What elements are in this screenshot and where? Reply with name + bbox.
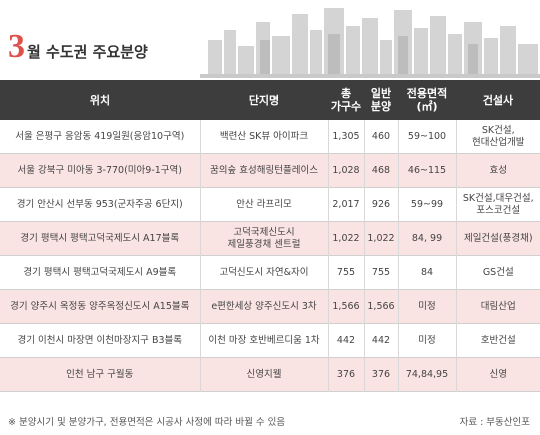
cell-general: 442 [364, 323, 399, 358]
table-row: 경기 안산시 선부동 953(군자주공 6단지) 안산 라프리모 2,017 9… [0, 187, 540, 222]
cell-builder: 호반건설 [456, 323, 540, 358]
cell-general: 376 [364, 357, 399, 392]
cell-builder: SK건설, 현대산업개발 [456, 120, 540, 154]
cell-builder: 제일건설(풍경채) [456, 221, 540, 256]
footnote: ※ 분양시기 및 분양가구, 전용면적은 시공사 사정에 따라 바뀔 수 있음 [8, 417, 286, 428]
cell-total: 2,017 [328, 187, 365, 222]
cell-total: 755 [328, 255, 365, 290]
cell-area: 74,84,95 [398, 357, 457, 392]
cell-complex: e편한세상 양주신도시 3차 [200, 289, 329, 324]
cell-general: 1,022 [364, 221, 399, 256]
cell-total: 376 [328, 357, 365, 392]
cell-area: 미정 [398, 323, 457, 358]
cell-total: 1,305 [328, 120, 365, 154]
cell-location: 서울 강북구 미아동 3-770(미아9-1구역) [0, 153, 201, 188]
cell-area: 84, 99 [398, 221, 457, 256]
table-row: 서울 은평구 응암동 419일원(응암10구역) 백련산 SK뷰 아이파크 1,… [0, 120, 540, 154]
cell-total: 442 [328, 323, 365, 358]
cell-location: 경기 양주시 옥정동 양주옥정신도시 A15블록 [0, 289, 201, 324]
cell-total: 1,028 [328, 153, 365, 188]
cell-location: 경기 평택시 평택고덕국제도시 A17블록 [0, 221, 201, 256]
cell-builder: GS건설 [456, 255, 540, 290]
header-total-units: 총 가구수 [328, 80, 364, 120]
cell-general: 1,566 [364, 289, 399, 324]
cell-area: 84 [398, 255, 457, 290]
cell-complex: 신영지웰 [200, 357, 329, 392]
cell-general: 755 [364, 255, 399, 290]
cell-builder: 신영 [456, 357, 540, 392]
cell-location: 인천 남구 구월동 [0, 357, 201, 392]
cell-general: 926 [364, 187, 399, 222]
title-banner: 3 월 수도권 주요분양 [0, 0, 540, 78]
cell-complex: 꿈의숲 효성해링턴플레이스 [200, 153, 329, 188]
cell-total: 1,022 [328, 221, 365, 256]
header-area: 전용면적 (㎡) [398, 80, 456, 120]
cell-location: 경기 안산시 선부동 953(군자주공 6단지) [0, 187, 201, 222]
header-builder: 건설사 [456, 80, 540, 120]
cell-builder: SK건설,대우건설, 포스코건설 [456, 187, 540, 222]
city-skyline-illustration [200, 8, 540, 78]
title-text: 월 수도권 주요분양 [27, 43, 148, 61]
cell-complex: 이천 마장 호반베르디움 1차 [200, 323, 329, 358]
page-title: 3 월 수도권 주요분양 [8, 30, 148, 64]
cell-location: 서울 은평구 응암동 419일원(응암10구역) [0, 120, 201, 154]
source-credit: 자료 : 부동산인포 [459, 417, 530, 428]
cell-complex: 고덕신도시 자연&자이 [200, 255, 329, 290]
header-general-sale: 일반 분양 [364, 80, 398, 120]
cell-builder: 대림산업 [456, 289, 540, 324]
cell-area: 59~100 [398, 120, 457, 154]
cell-location: 경기 평택시 평택고덕국제도시 A9블록 [0, 255, 201, 290]
header-location: 위치 [0, 80, 200, 120]
cell-area: 미정 [398, 289, 457, 324]
table-row: 서울 강북구 미아동 3-770(미아9-1구역) 꿈의숲 효성해링턴플레이스 … [0, 153, 540, 188]
cell-general: 460 [364, 120, 399, 154]
cell-area: 46~115 [398, 153, 457, 188]
cell-complex: 안산 라프리모 [200, 187, 329, 222]
cell-builder: 효성 [456, 153, 540, 188]
cell-complex: 백련산 SK뷰 아이파크 [200, 120, 329, 154]
table-header-row: 위치 단지명 총 가구수 일반 분양 전용면적 (㎡) 건설사 [0, 80, 540, 120]
table-row: 경기 양주시 옥정동 양주옥정신도시 A15블록 e편한세상 양주신도시 3차 … [0, 289, 540, 324]
cell-general: 468 [364, 153, 399, 188]
cell-area: 59~99 [398, 187, 457, 222]
cell-total: 1,566 [328, 289, 365, 324]
cell-complex: 고덕국제신도시 제일풍경채 센트럴 [200, 221, 329, 256]
apartment-sales-table: 위치 단지명 총 가구수 일반 분양 전용면적 (㎡) 건설사 서울 은평구 응… [0, 80, 540, 392]
title-month-number: 3 [8, 28, 25, 65]
table-row: 경기 이천시 마장면 이천마장지구 B3블록 이천 마장 호반베르디움 1차 4… [0, 323, 540, 358]
table-row: 경기 평택시 평택고덕국제도시 A17블록 고덕국제신도시 제일풍경채 센트럴 … [0, 221, 540, 256]
table-row: 인천 남구 구월동 신영지웰 376 376 74,84,95 신영 [0, 357, 540, 392]
header-complex: 단지명 [200, 80, 328, 120]
table-row: 경기 평택시 평택고덕국제도시 A9블록 고덕신도시 자연&자이 755 755… [0, 255, 540, 290]
cell-location: 경기 이천시 마장면 이천마장지구 B3블록 [0, 323, 201, 358]
